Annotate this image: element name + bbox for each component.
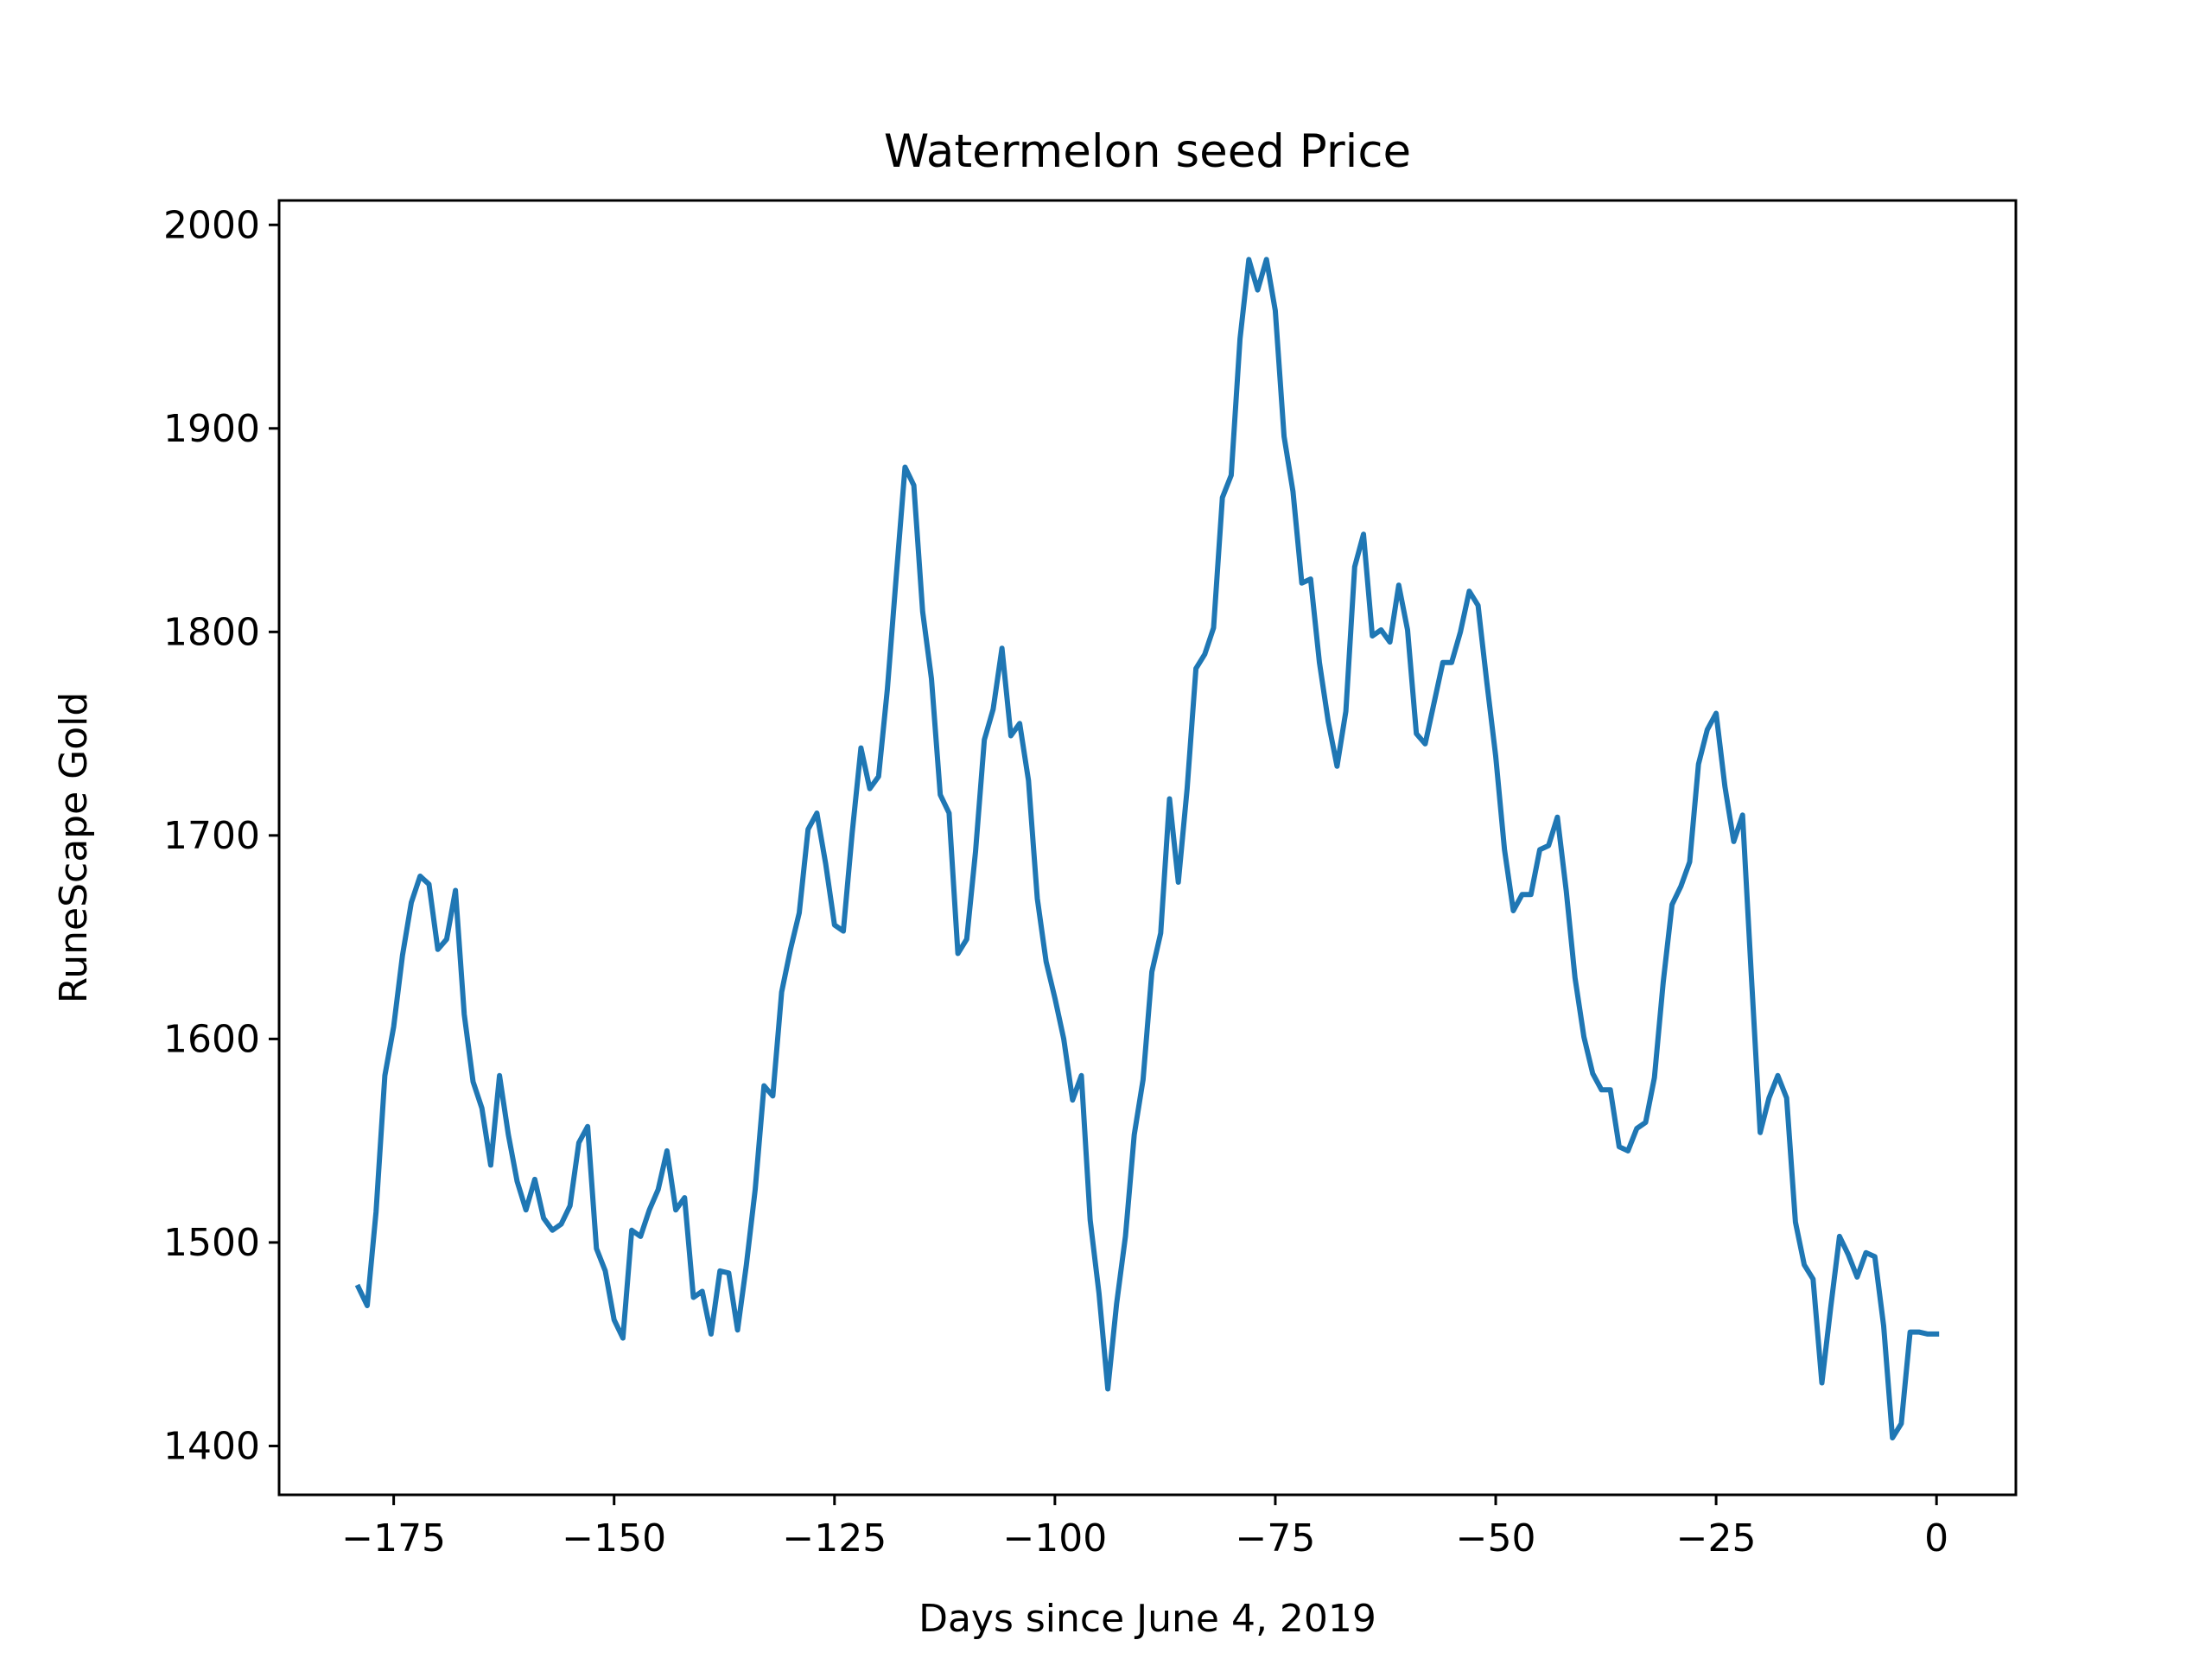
y-tick-label: 1700: [163, 814, 260, 858]
y-tick-label: 1400: [163, 1424, 260, 1468]
y-tick-label: 1600: [163, 1017, 260, 1061]
x-tick-label: −50: [1456, 1516, 1536, 1560]
x-tick-label: −175: [341, 1516, 446, 1560]
x-tick-label: −125: [782, 1516, 887, 1560]
y-tick-label: 2000: [163, 203, 260, 247]
x-axis-label: Days since June 4, 2019: [918, 1597, 1376, 1641]
series-layer: [354, 257, 1940, 1441]
x-tick-label: −25: [1676, 1516, 1757, 1560]
x-tick-label: 0: [1924, 1516, 1948, 1560]
plot-frame: [277, 199, 2018, 1497]
y-axis-label: RuneScape Gold: [52, 692, 96, 1004]
chart-title: Watermelon seed Price: [884, 125, 1411, 178]
x-tick-label: −150: [562, 1516, 666, 1560]
y-tick-label: 1800: [163, 610, 260, 654]
y-axis: 1400 1500 1600 1700 1800 1900 2000: [163, 203, 279, 1468]
y-tick-label: 1500: [163, 1221, 260, 1265]
x-tick-label: −75: [1236, 1516, 1316, 1560]
y-tick-label: 1900: [163, 407, 260, 451]
series-line: [354, 257, 1940, 1441]
x-tick-label: −100: [1002, 1516, 1107, 1560]
x-axis: −175 −150 −125 −100 −75 −50 −25 0: [341, 1495, 1948, 1560]
